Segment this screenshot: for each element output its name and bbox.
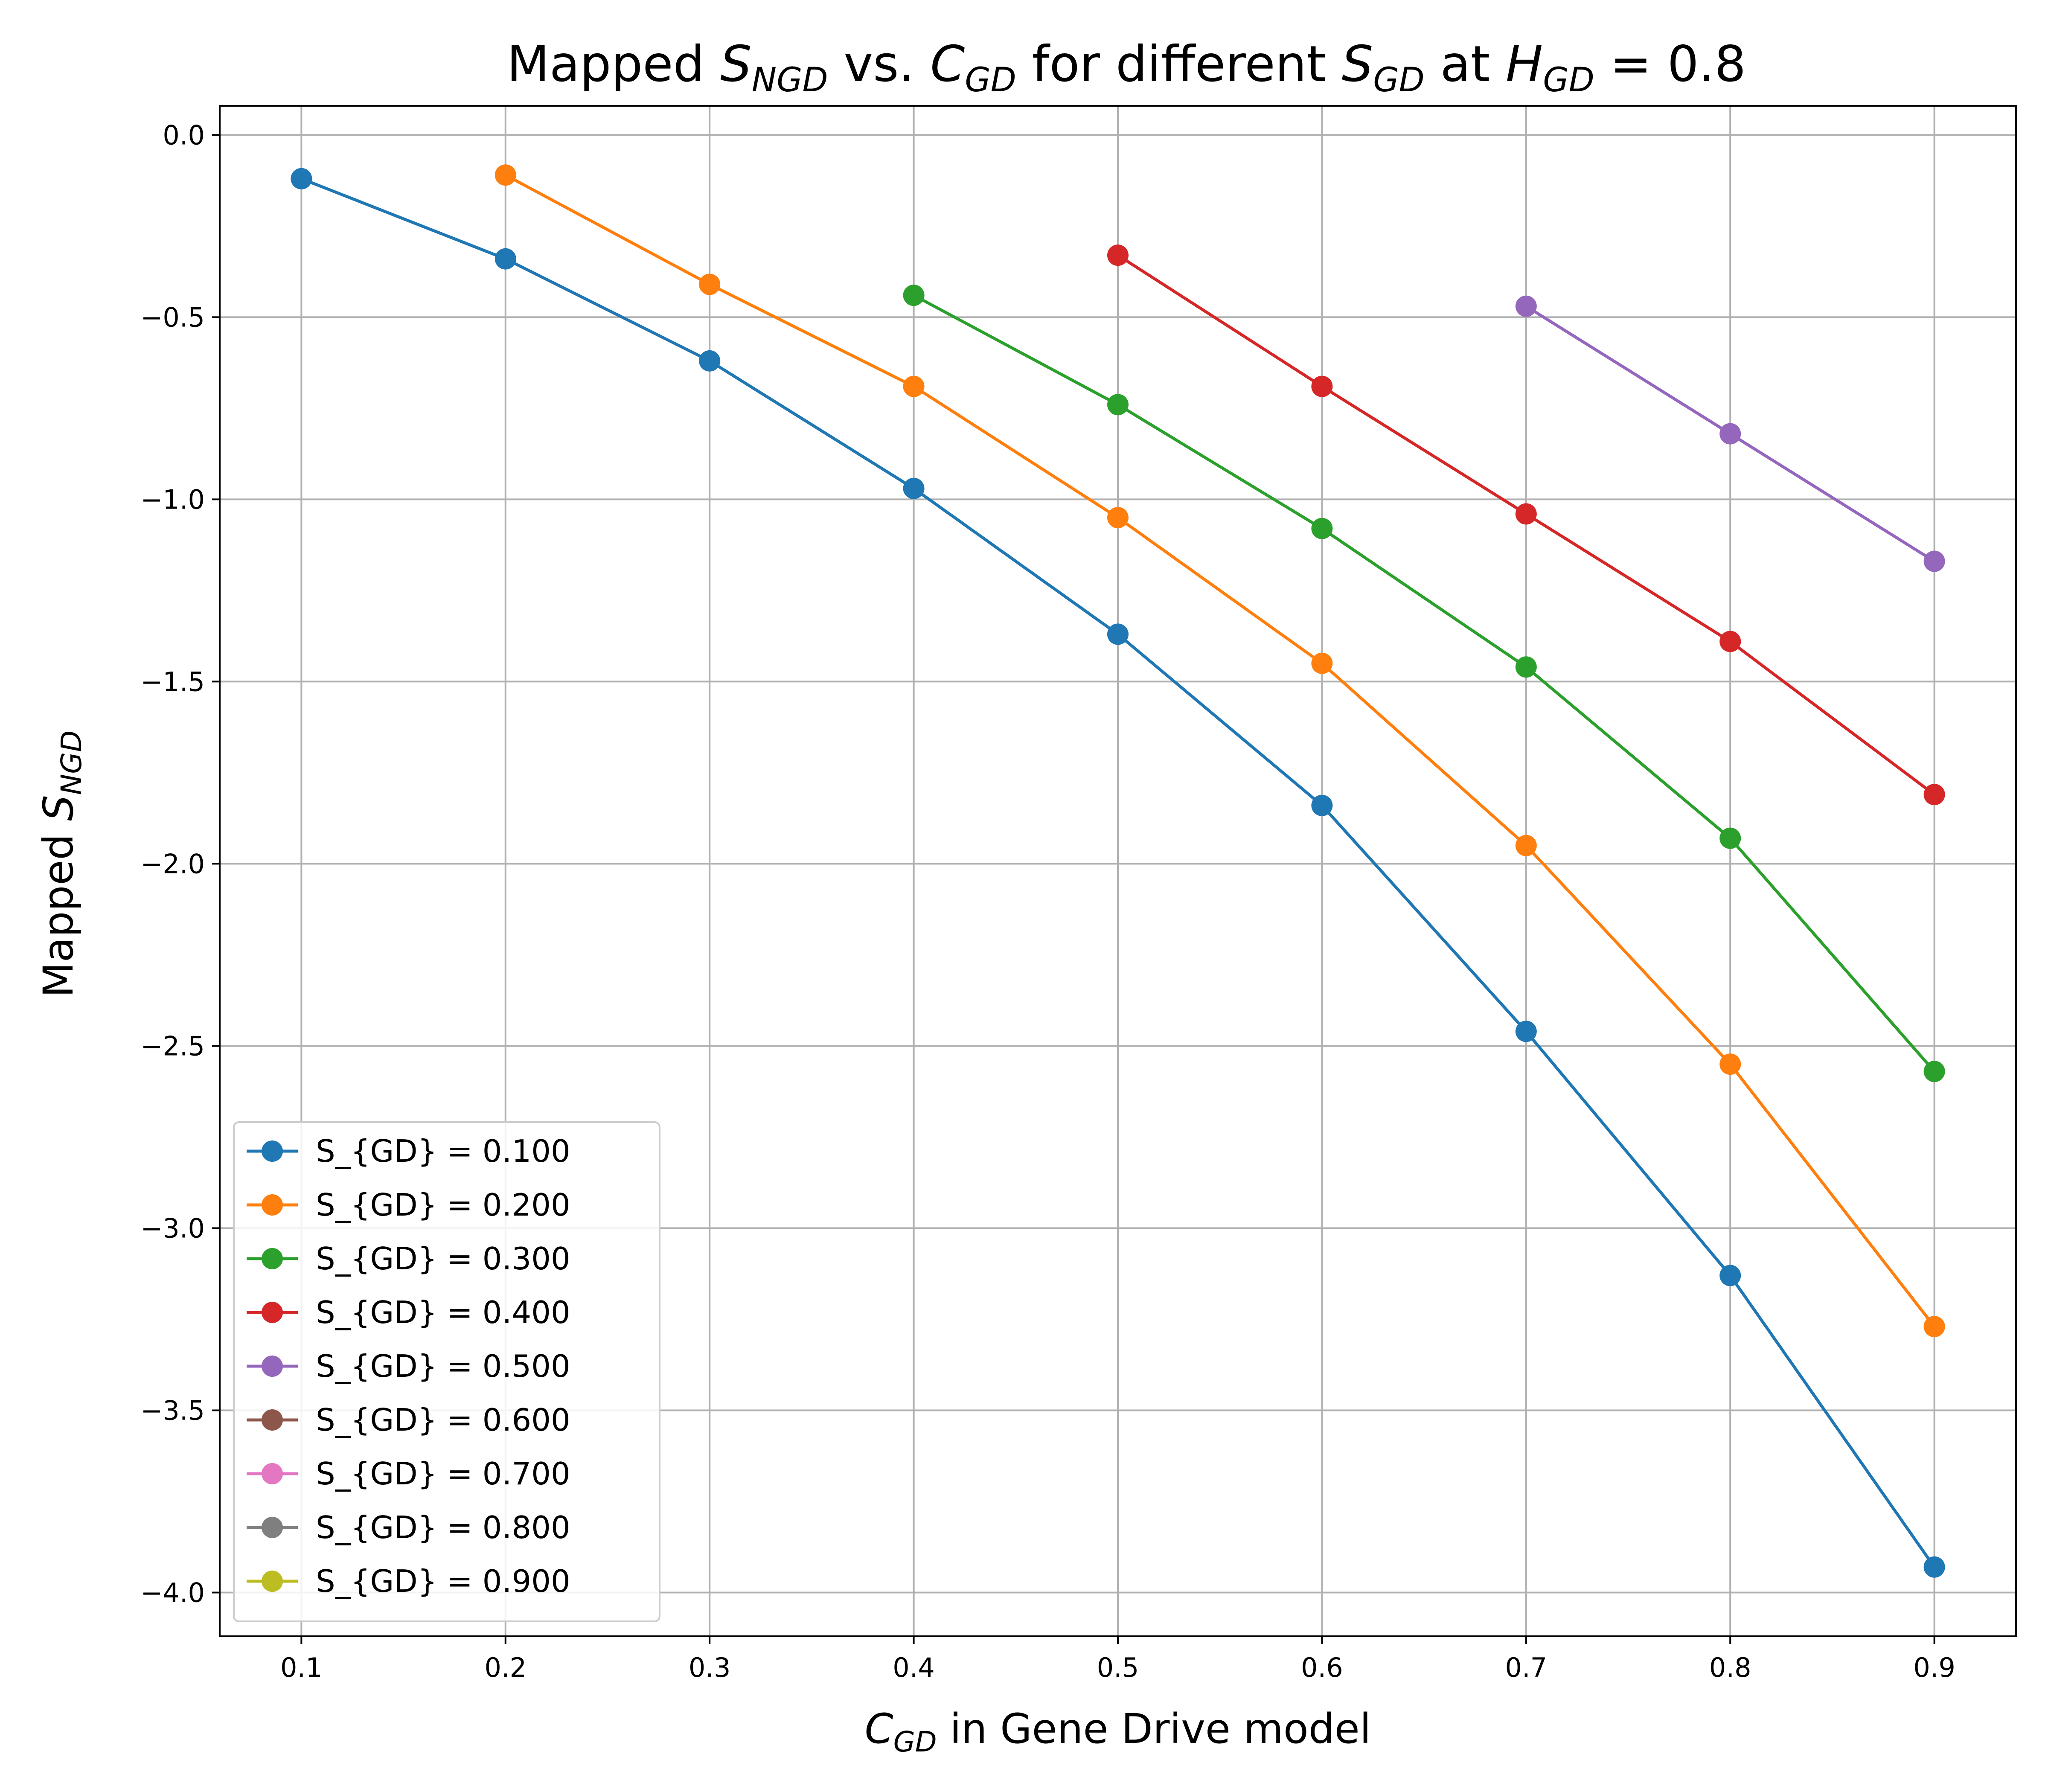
legend-marker	[262, 1302, 283, 1323]
y-tick-label: −0.5	[140, 302, 205, 333]
legend-marker	[262, 1194, 283, 1216]
legend-label: S_{GD} = 0.800	[316, 1510, 570, 1545]
data-point	[495, 164, 516, 186]
data-point	[1311, 375, 1333, 397]
data-point	[1719, 1265, 1741, 1286]
plot-series	[291, 164, 1945, 1578]
legend-marker	[262, 1409, 283, 1431]
x-tick-label: 0.6	[1301, 1652, 1343, 1683]
legend-entry: S_{GD} = 0.500	[247, 1348, 570, 1384]
data-point	[699, 273, 721, 295]
legend-entry: S_{GD} = 0.200	[247, 1187, 570, 1223]
data-point	[1107, 244, 1129, 266]
y-axis-label: Mapped SNGD	[35, 730, 88, 998]
legend-label: S_{GD} = 0.600	[316, 1402, 570, 1438]
data-point	[1923, 1061, 1945, 1082]
legend-label: S_{GD} = 0.700	[316, 1456, 570, 1492]
legend-entry: S_{GD} = 0.400	[247, 1295, 570, 1330]
y-tick-label: −2.5	[140, 1030, 205, 1062]
data-point	[1719, 827, 1741, 849]
y-tick-label: −2.0	[140, 848, 205, 879]
data-point	[903, 285, 925, 306]
legend-marker	[262, 1463, 283, 1484]
legend-entry: S_{GD} = 0.700	[247, 1456, 570, 1492]
legend-entry: S_{GD} = 0.800	[247, 1510, 570, 1545]
legend-entry: S_{GD} = 0.600	[247, 1402, 570, 1438]
data-point	[495, 248, 516, 270]
data-point	[1515, 835, 1537, 856]
data-point	[1515, 1021, 1537, 1042]
chart-title: Mapped SNGD vs. CGD for different SGD at…	[507, 35, 1746, 99]
series-group	[1515, 295, 1945, 572]
data-point	[1107, 623, 1129, 645]
x-tick-label: 0.8	[1709, 1652, 1751, 1683]
data-point	[1923, 1556, 1945, 1578]
x-tick-label: 0.5	[1097, 1652, 1139, 1683]
x-tick-label: 0.4	[893, 1652, 935, 1683]
y-tick-label: −1.0	[140, 484, 205, 515]
legend-box	[233, 1121, 660, 1622]
legend-entry: S_{GD} = 0.900	[247, 1563, 570, 1599]
x-tick-label: 0.3	[689, 1652, 731, 1683]
x-tick-label: 0.2	[484, 1652, 527, 1683]
data-point	[699, 350, 721, 372]
data-point	[291, 168, 312, 189]
legend-label: S_{GD} = 0.400	[316, 1295, 570, 1330]
legend-label: S_{GD} = 0.900	[316, 1563, 570, 1599]
legend-entry: S_{GD} = 0.300	[247, 1241, 570, 1277]
data-point	[1719, 1053, 1741, 1075]
data-point	[1515, 295, 1537, 317]
y-tick-label: 0.0	[163, 119, 205, 151]
data-point	[1515, 503, 1537, 525]
series-group	[495, 164, 1945, 1338]
y-tick-label: −4.0	[140, 1577, 205, 1609]
x-tick-label: 0.9	[1913, 1652, 1955, 1683]
data-point	[1719, 423, 1741, 445]
data-point	[1923, 550, 1945, 572]
y-tick-label: −3.0	[140, 1213, 205, 1244]
legend-label: S_{GD} = 0.100	[316, 1133, 570, 1169]
legend-marker	[262, 1356, 283, 1377]
data-point	[1923, 1316, 1945, 1338]
axis-ticks: 0.1 0.2 0.3 0.4 0.5 0.6 0.7 0.8 0.9 0.0 −0.5 −1.0 −1…	[140, 119, 1955, 1683]
series-line	[505, 174, 1936, 1328]
legend-label: S_{GD} = 0.200	[316, 1187, 570, 1223]
series-group	[903, 285, 1945, 1082]
x-tick-label: 0.1	[280, 1652, 323, 1683]
legend-marker	[262, 1517, 283, 1538]
data-point	[1311, 518, 1333, 539]
series-group	[291, 168, 1945, 1578]
series-line	[913, 294, 1936, 1073]
legend-marker	[262, 1140, 283, 1162]
data-point	[1515, 656, 1537, 678]
legend-marker	[262, 1248, 283, 1269]
data-point	[1107, 507, 1129, 529]
legend-marker	[262, 1571, 283, 1592]
data-point	[1107, 394, 1129, 416]
legend-label: S_{GD} = 0.300	[316, 1241, 570, 1277]
series-group	[1107, 244, 1945, 806]
data-point	[1719, 631, 1741, 652]
y-tick-label: −1.5	[140, 666, 205, 697]
x-tick-label: 0.7	[1505, 1652, 1548, 1683]
data-point	[1923, 784, 1945, 806]
data-point	[903, 477, 925, 499]
data-point	[903, 375, 925, 397]
legend: S_{GD} = 0.100 S_{GD} = 0.200 S_{GD} = 0.3…	[233, 1121, 660, 1622]
data-point	[1311, 652, 1333, 674]
data-point	[1311, 794, 1333, 816]
legend-label: S_{GD} = 0.500	[316, 1348, 570, 1384]
x-axis-label: CGD in Gene Drive model	[865, 1705, 1371, 1758]
y-tick-label: −3.5	[140, 1395, 205, 1426]
legend-entry: S_{GD} = 0.100	[247, 1133, 570, 1169]
